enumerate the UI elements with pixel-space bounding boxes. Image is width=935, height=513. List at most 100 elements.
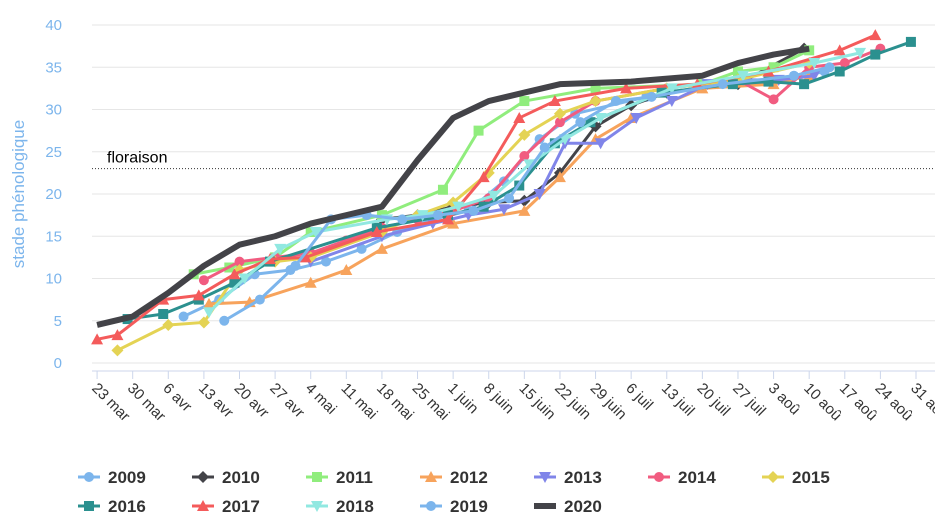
legend-marker <box>425 471 437 482</box>
point <box>768 94 779 105</box>
point <box>229 277 240 288</box>
point <box>498 204 510 216</box>
legend-item[interactable]: 2010 <box>192 468 260 487</box>
point <box>290 260 301 271</box>
point <box>737 70 750 82</box>
x-tick-label: 22 juin <box>551 380 594 423</box>
y-tick-label: 35 <box>45 59 62 76</box>
x-tick-label: 29 juin <box>587 380 630 423</box>
point <box>788 70 799 81</box>
y-tick-label: 0 <box>54 355 62 372</box>
legend-item[interactable]: 2017 <box>192 497 260 513</box>
point <box>91 333 104 345</box>
legend-item[interactable]: 2015 <box>762 468 830 487</box>
legend-item[interactable]: 2016 <box>78 497 146 513</box>
point <box>620 82 633 94</box>
point <box>585 117 596 128</box>
legend-label: 2018 <box>336 497 374 513</box>
point <box>238 273 251 285</box>
point <box>589 95 602 108</box>
point <box>304 276 317 288</box>
point <box>202 297 215 309</box>
point <box>523 159 536 171</box>
annotation: floraison <box>107 150 167 167</box>
legend-marker <box>84 472 94 482</box>
x-tick-label: 27 avr <box>266 380 308 422</box>
series-line <box>116 61 810 352</box>
x-tick-label: 3 aoû <box>765 380 804 419</box>
point <box>219 315 230 326</box>
point <box>554 117 565 128</box>
point <box>768 62 779 73</box>
legend-item[interactable]: 2011 <box>306 468 373 487</box>
legend-item[interactable]: 2009 <box>78 468 146 487</box>
point <box>370 226 383 238</box>
point <box>452 201 465 213</box>
series-line <box>96 45 810 328</box>
point <box>299 251 312 263</box>
legend-item[interactable]: 2013 <box>534 468 602 487</box>
point <box>534 134 545 145</box>
point <box>869 29 882 41</box>
legend-marker <box>84 501 94 511</box>
series <box>96 45 810 328</box>
point <box>158 308 169 319</box>
point <box>309 227 322 239</box>
series <box>219 62 835 326</box>
point <box>834 66 845 77</box>
point <box>228 268 241 280</box>
y-tick-label: 10 <box>45 271 62 288</box>
legend-item[interactable]: 2012 <box>420 468 488 487</box>
x-tick-label: 8 juin <box>480 380 517 417</box>
legend-marker <box>767 471 779 483</box>
point <box>432 210 443 221</box>
point <box>553 107 566 120</box>
point <box>111 344 124 357</box>
point <box>178 311 189 322</box>
point <box>575 117 586 128</box>
point <box>198 275 209 286</box>
point <box>808 58 821 70</box>
y-tick-label: 15 <box>45 228 62 245</box>
point <box>340 264 353 276</box>
point <box>665 83 678 95</box>
legend-label: 2019 <box>450 497 488 513</box>
legend-label: 2017 <box>222 497 260 513</box>
point <box>594 138 607 150</box>
point <box>519 96 530 107</box>
legend-item[interactable]: 2018 <box>306 497 374 513</box>
point <box>839 58 850 69</box>
y-axis-title: stade phénologique <box>9 120 28 268</box>
point <box>504 193 515 204</box>
legend-marker <box>654 472 664 482</box>
series-line <box>127 40 912 321</box>
point <box>192 289 205 301</box>
point <box>111 329 124 341</box>
x-tick-label: 10 aoû <box>800 380 844 424</box>
x-tick-label: 27 juil <box>729 380 769 420</box>
x-tick-label: 13 avr <box>195 380 237 422</box>
point <box>824 62 835 73</box>
point <box>274 243 287 255</box>
point <box>548 95 561 107</box>
point <box>630 112 643 124</box>
point <box>905 36 916 47</box>
point <box>197 316 210 329</box>
legend-item[interactable]: 2020 <box>534 497 602 513</box>
legend-label: 2014 <box>678 468 716 487</box>
point <box>234 256 245 267</box>
point <box>717 79 728 90</box>
point <box>356 243 367 254</box>
x-tick-label: 4 mai <box>302 380 340 418</box>
legend-item[interactable]: 2019 <box>420 497 488 513</box>
point <box>539 142 550 153</box>
x-tick-label: 25 mai <box>409 380 453 424</box>
legend-label: 2020 <box>564 497 602 513</box>
legend-item[interactable]: 2014 <box>648 468 716 487</box>
point <box>646 91 657 102</box>
y-tick-label: 25 <box>45 144 62 161</box>
x-tick-label: 30 mar <box>124 380 169 425</box>
x-tick-label: 23 mar <box>88 380 133 425</box>
series-line <box>223 65 830 323</box>
x-tick-label: 20 avr <box>231 380 273 422</box>
